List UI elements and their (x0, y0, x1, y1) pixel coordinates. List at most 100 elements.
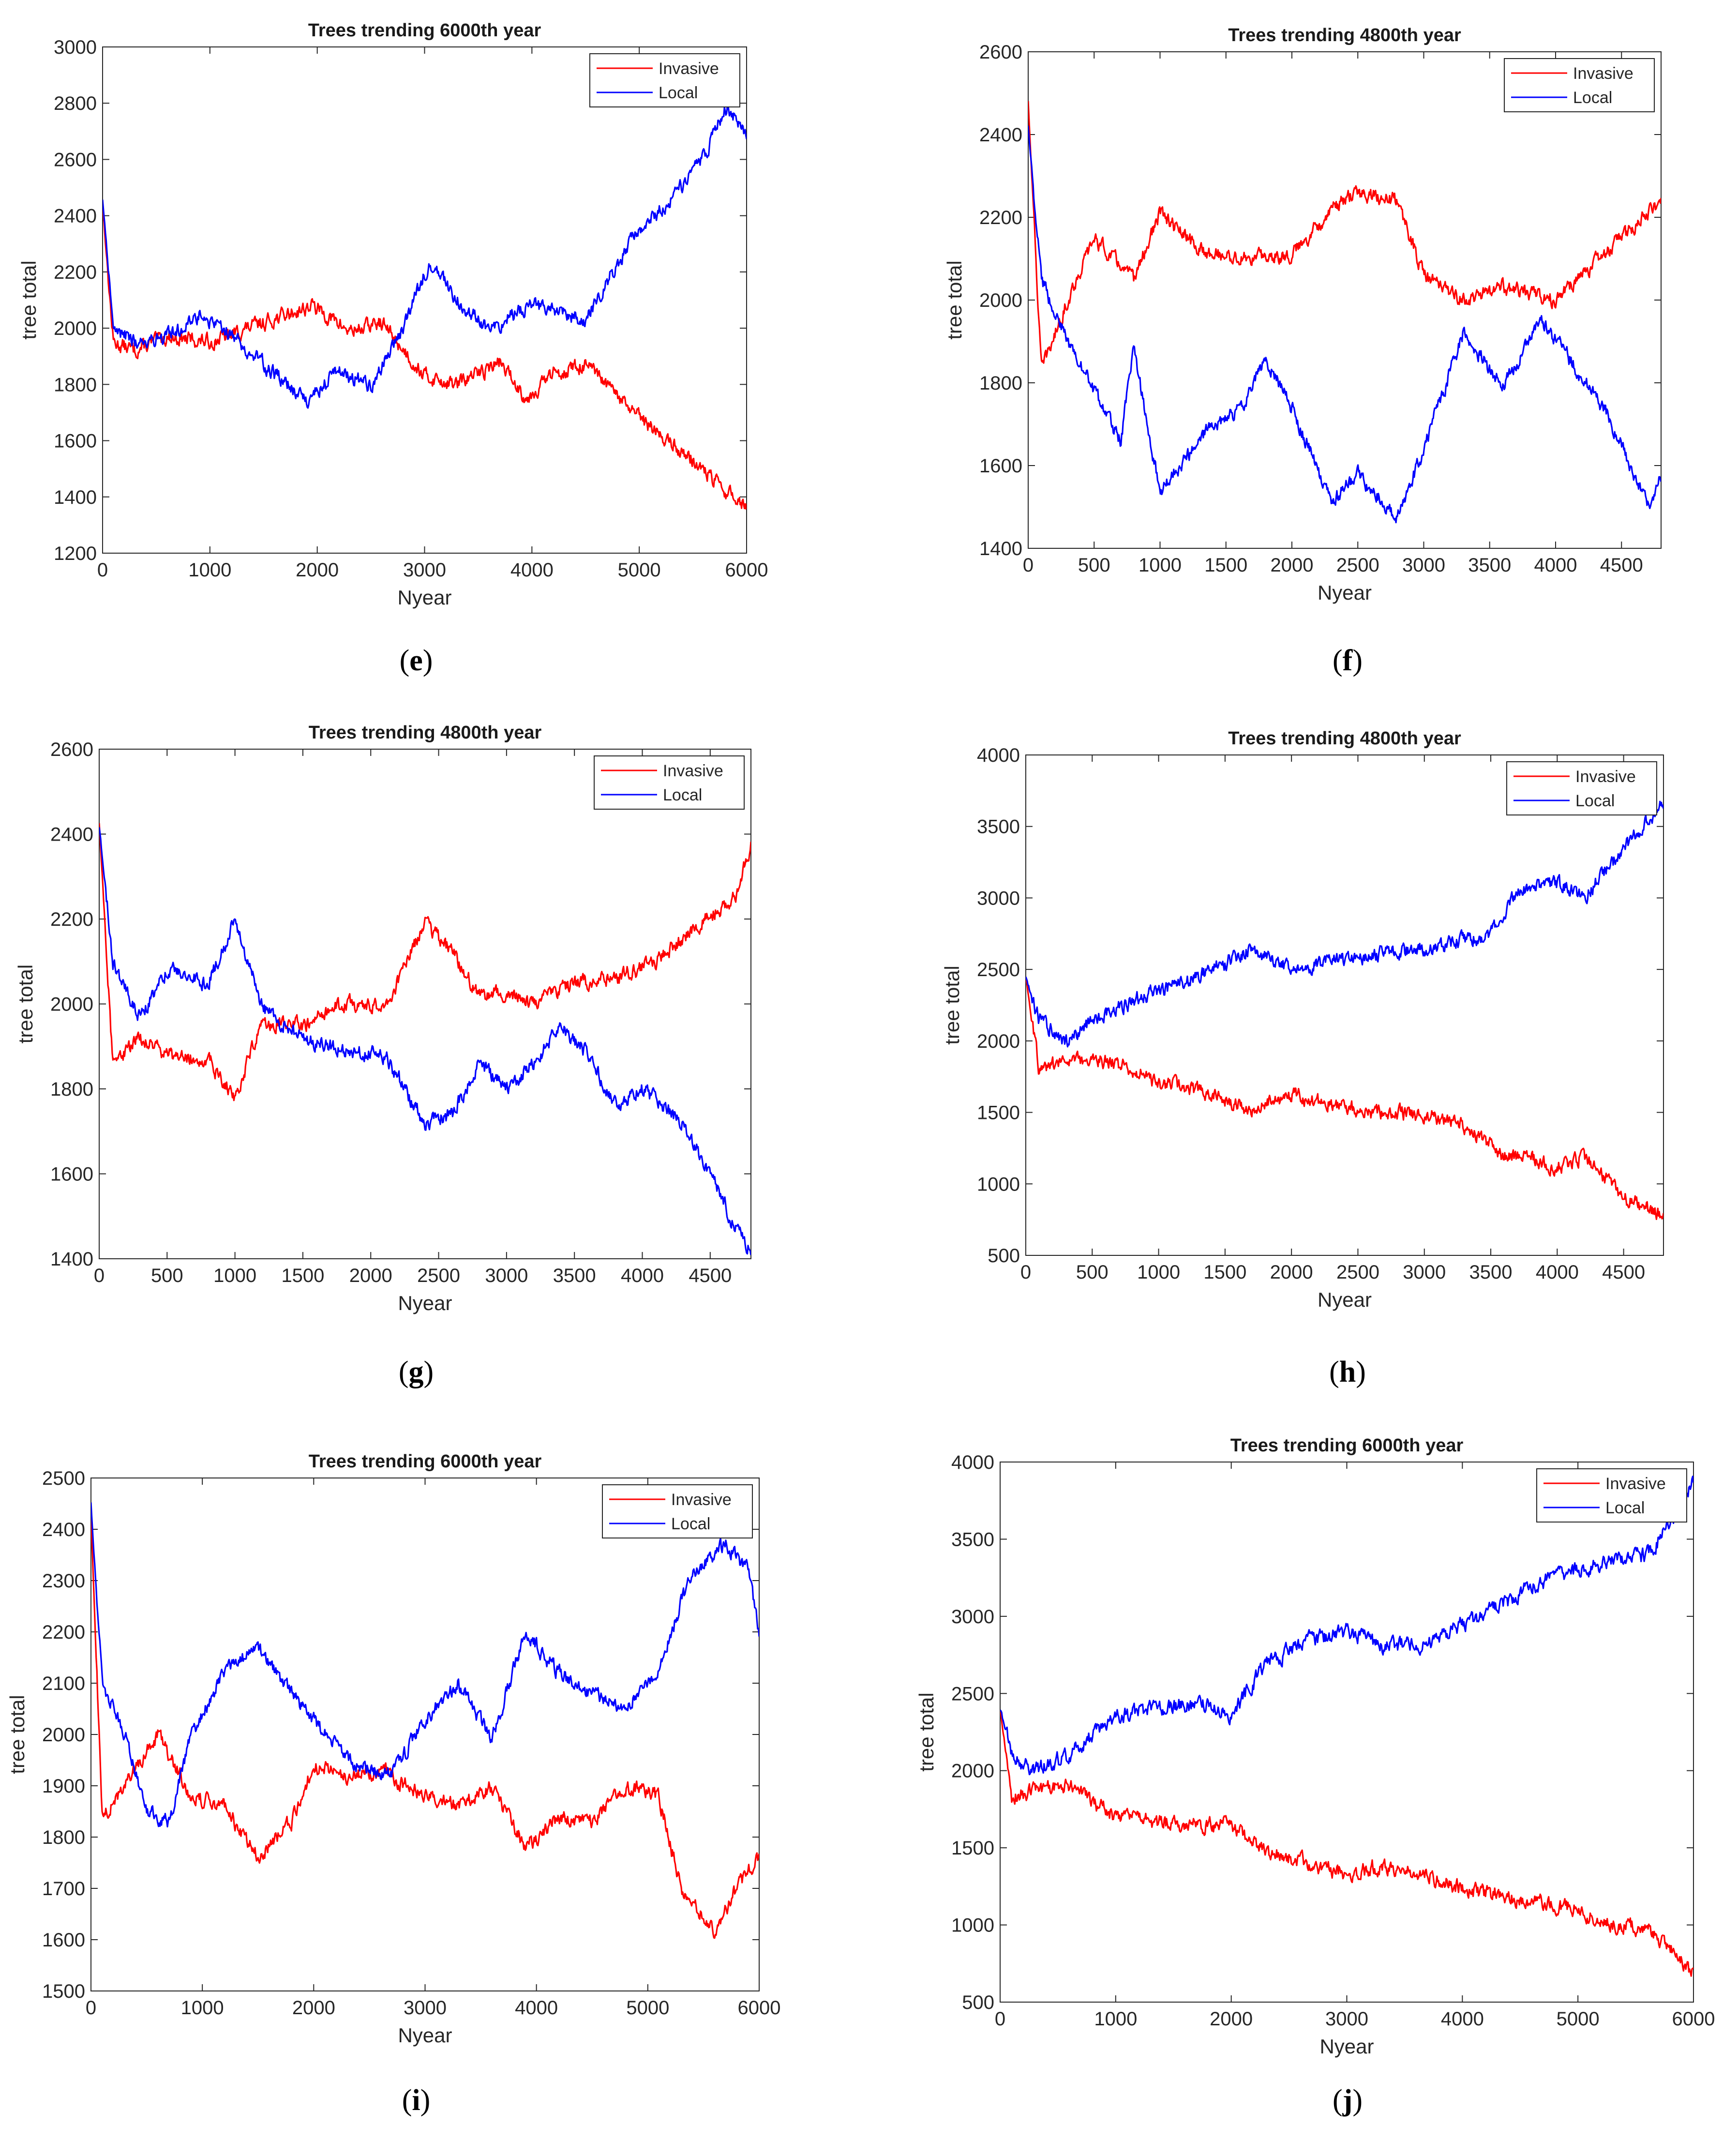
x-tick-label: 2000 (1271, 555, 1314, 576)
y-tick-label: 2600 (979, 42, 1022, 63)
y-tick-label: 2200 (50, 909, 93, 930)
chart-title: Trees trending 4800th year (1228, 25, 1461, 45)
y-tick-label: 2000 (42, 1724, 85, 1746)
series-line-invasive (1028, 101, 1661, 364)
x-tick-label: 4500 (1602, 1262, 1645, 1283)
chart-panel-f: 0 500 1000 1500 2000 2500 3000 3500 4000 4500 1400… (943, 25, 1662, 677)
y-tick-label: 3000 (977, 888, 1020, 909)
x-axis-label: Nyear (398, 1292, 452, 1314)
y-tick-label: 2000 (951, 1761, 994, 1782)
plot-area (1028, 51, 1662, 549)
series-line-local (1028, 125, 1661, 524)
y-tick-label: 1000 (951, 1915, 994, 1936)
legend-box (1506, 761, 1657, 815)
legend-label-local: Local (671, 1515, 710, 1533)
x-tick-label: 1000 (188, 559, 231, 581)
x-tick-label: 1500 (1203, 1262, 1246, 1283)
legend-label-local: Local (1573, 89, 1612, 107)
series-line-local (1026, 800, 1663, 1048)
y-tick-label: 500 (962, 1992, 994, 2013)
caption-open-paren: ( (1333, 2084, 1343, 2117)
y-tick-label: 1800 (979, 373, 1022, 394)
legend-label-invasive: Invasive (659, 60, 719, 78)
chart-title: Trees trending 6000th year (309, 1451, 542, 1472)
legend: Invasive Local (1536, 1468, 1687, 1523)
x-tick-label: 4000 (621, 1265, 664, 1286)
x-tick-label: 1000 (213, 1265, 256, 1286)
y-tick-label: 2500 (951, 1683, 994, 1704)
y-tick-label: 3000 (951, 1606, 994, 1628)
legend-label-local: Local (1605, 1499, 1645, 1517)
x-axis-label: Nyear (398, 2024, 452, 2047)
y-tick-label: 2400 (50, 824, 93, 845)
series-line-invasive (1026, 977, 1663, 1220)
x-tick-label: 5000 (1557, 2008, 1600, 2030)
x-tick-label: 6000 (1672, 2008, 1715, 2030)
chart-title: Trees trending 6000th year (308, 20, 541, 41)
x-tick-label: 4500 (1600, 555, 1643, 576)
y-tick-label: 1600 (979, 455, 1022, 477)
y-tick-label: 2000 (977, 1031, 1020, 1052)
panel-caption: (h) (1329, 1356, 1366, 1388)
chart-panel-g: 0 500 1000 1500 2000 2500 3000 3500 4000 4500 1400… (14, 723, 751, 1388)
legend-label-local: Local (663, 786, 702, 804)
x-tick-label: 3000 (485, 1265, 528, 1286)
caption-close-paren: ) (420, 2084, 431, 2117)
caption-close-paren: ) (1356, 1356, 1366, 1388)
panel-caption: (g) (399, 1356, 434, 1388)
y-tick-label: 1800 (50, 1079, 93, 1100)
y-axis-label: tree total (17, 260, 40, 339)
x-tick-label: 3000 (404, 1997, 447, 2019)
legend-label-invasive: Invasive (1605, 1475, 1666, 1493)
y-tick-label: 3500 (951, 1529, 994, 1550)
y-tick-label: 2000 (979, 290, 1022, 311)
y-axis-label: tree total (943, 260, 966, 339)
y-tick-label: 2000 (50, 994, 93, 1015)
x-tick-label: 0 (86, 1997, 96, 2019)
x-tick-label: 3500 (1468, 555, 1511, 576)
x-tick-label: 3500 (553, 1265, 596, 1286)
series-line-local (99, 827, 751, 1255)
x-tick-label: 3000 (1325, 2008, 1368, 2030)
y-tick-label: 1600 (54, 431, 97, 452)
x-tick-label: 6000 (725, 559, 768, 581)
y-axis-label: tree total (14, 965, 37, 1043)
y-tick-label: 1400 (979, 538, 1022, 559)
x-tick-label: 0 (995, 2008, 1005, 2030)
caption-letter: j (1342, 2084, 1353, 2117)
caption-close-paren: ) (424, 1356, 434, 1388)
x-tick-label: 3000 (1403, 1262, 1446, 1283)
y-tick-label: 1500 (977, 1102, 1020, 1124)
x-axis-label: Nyear (1318, 581, 1372, 604)
y-tick-label: 1700 (42, 1878, 85, 1900)
x-tick-label: 4000 (515, 1997, 558, 2019)
caption-letter: g (409, 1356, 424, 1388)
x-tick-label: 1500 (281, 1265, 324, 1286)
x-tick-label: 2000 (1270, 1262, 1313, 1283)
legend-box (594, 755, 745, 810)
legend-box (602, 1484, 753, 1538)
panel-caption: (j) (1333, 2084, 1363, 2117)
caption-open-paren: ( (400, 644, 410, 677)
caption-open-paren: ( (402, 2084, 412, 2117)
caption-open-paren: ( (399, 1356, 409, 1388)
y-tick-label: 2400 (54, 206, 97, 227)
y-tick-label: 2200 (54, 262, 97, 283)
x-tick-label: 3500 (1469, 1262, 1513, 1283)
x-axis-label: Nyear (397, 586, 451, 609)
y-axis-label: tree total (941, 965, 963, 1044)
y-tick-label: 4000 (951, 1452, 994, 1473)
legend-box (1504, 58, 1655, 112)
y-tick-label: 1600 (42, 1930, 85, 1951)
panel-caption: (f) (1333, 644, 1363, 677)
series-line-local (91, 1502, 759, 1828)
legend-box (1536, 1468, 1687, 1523)
y-tick-label: 1200 (54, 543, 97, 564)
y-tick-label: 2600 (54, 149, 97, 170)
x-tick-label: 1500 (1204, 555, 1247, 576)
series-line-invasive (1000, 1710, 1693, 1977)
panel-caption: (i) (402, 2084, 431, 2117)
y-tick-label: 1400 (50, 1249, 93, 1270)
x-tick-label: 2500 (1336, 1262, 1379, 1283)
